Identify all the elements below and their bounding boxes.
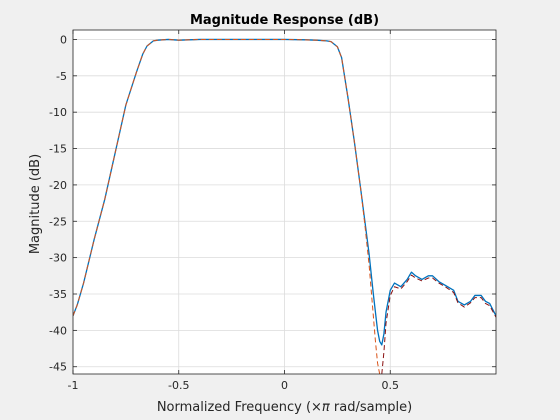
tick-marks bbox=[72, 30, 496, 374]
x-tick-label: -0.5 bbox=[168, 379, 189, 392]
x-tick-label: 0.5 bbox=[382, 379, 400, 392]
x-tick-label: 0 bbox=[281, 379, 288, 392]
series-line-3 bbox=[381, 274, 496, 374]
y-tick-label: -15 bbox=[49, 143, 67, 156]
x-axis-label: Normalized Frequency (×π rad/sample) bbox=[157, 400, 412, 415]
series-line-2 bbox=[73, 38, 382, 374]
y-tick-label: -25 bbox=[49, 215, 67, 228]
x-tick-labels: -1 -0.5 0 0.5 bbox=[68, 379, 399, 392]
y-tick-label: -40 bbox=[49, 324, 67, 337]
y-tick-label: -45 bbox=[49, 361, 67, 374]
y-tick-label: -10 bbox=[49, 106, 67, 119]
x-tick-label: -1 bbox=[68, 379, 79, 392]
y-tick-label: 0 bbox=[60, 33, 67, 46]
series-layer bbox=[73, 38, 496, 374]
y-tick-label: -30 bbox=[49, 252, 67, 265]
y-tick-label: -5 bbox=[56, 70, 67, 83]
chart-title: Magnitude Response (dB) bbox=[190, 13, 379, 28]
x-axis-label-symbol: ×π bbox=[311, 400, 330, 415]
x-axis-label-prefix: Normalized Frequency ( bbox=[157, 400, 311, 415]
y-axis-label: Magnitude (dB) bbox=[28, 154, 43, 254]
y-tick-label: -20 bbox=[49, 179, 67, 192]
grid-lines bbox=[72, 30, 496, 374]
x-axis-label-suffix: rad/sample) bbox=[330, 400, 412, 415]
y-tick-labels: 0 -5 -10 -15 -20 -25 -30 -35 -40 -45 bbox=[49, 33, 67, 373]
y-tick-label: -35 bbox=[49, 288, 67, 301]
